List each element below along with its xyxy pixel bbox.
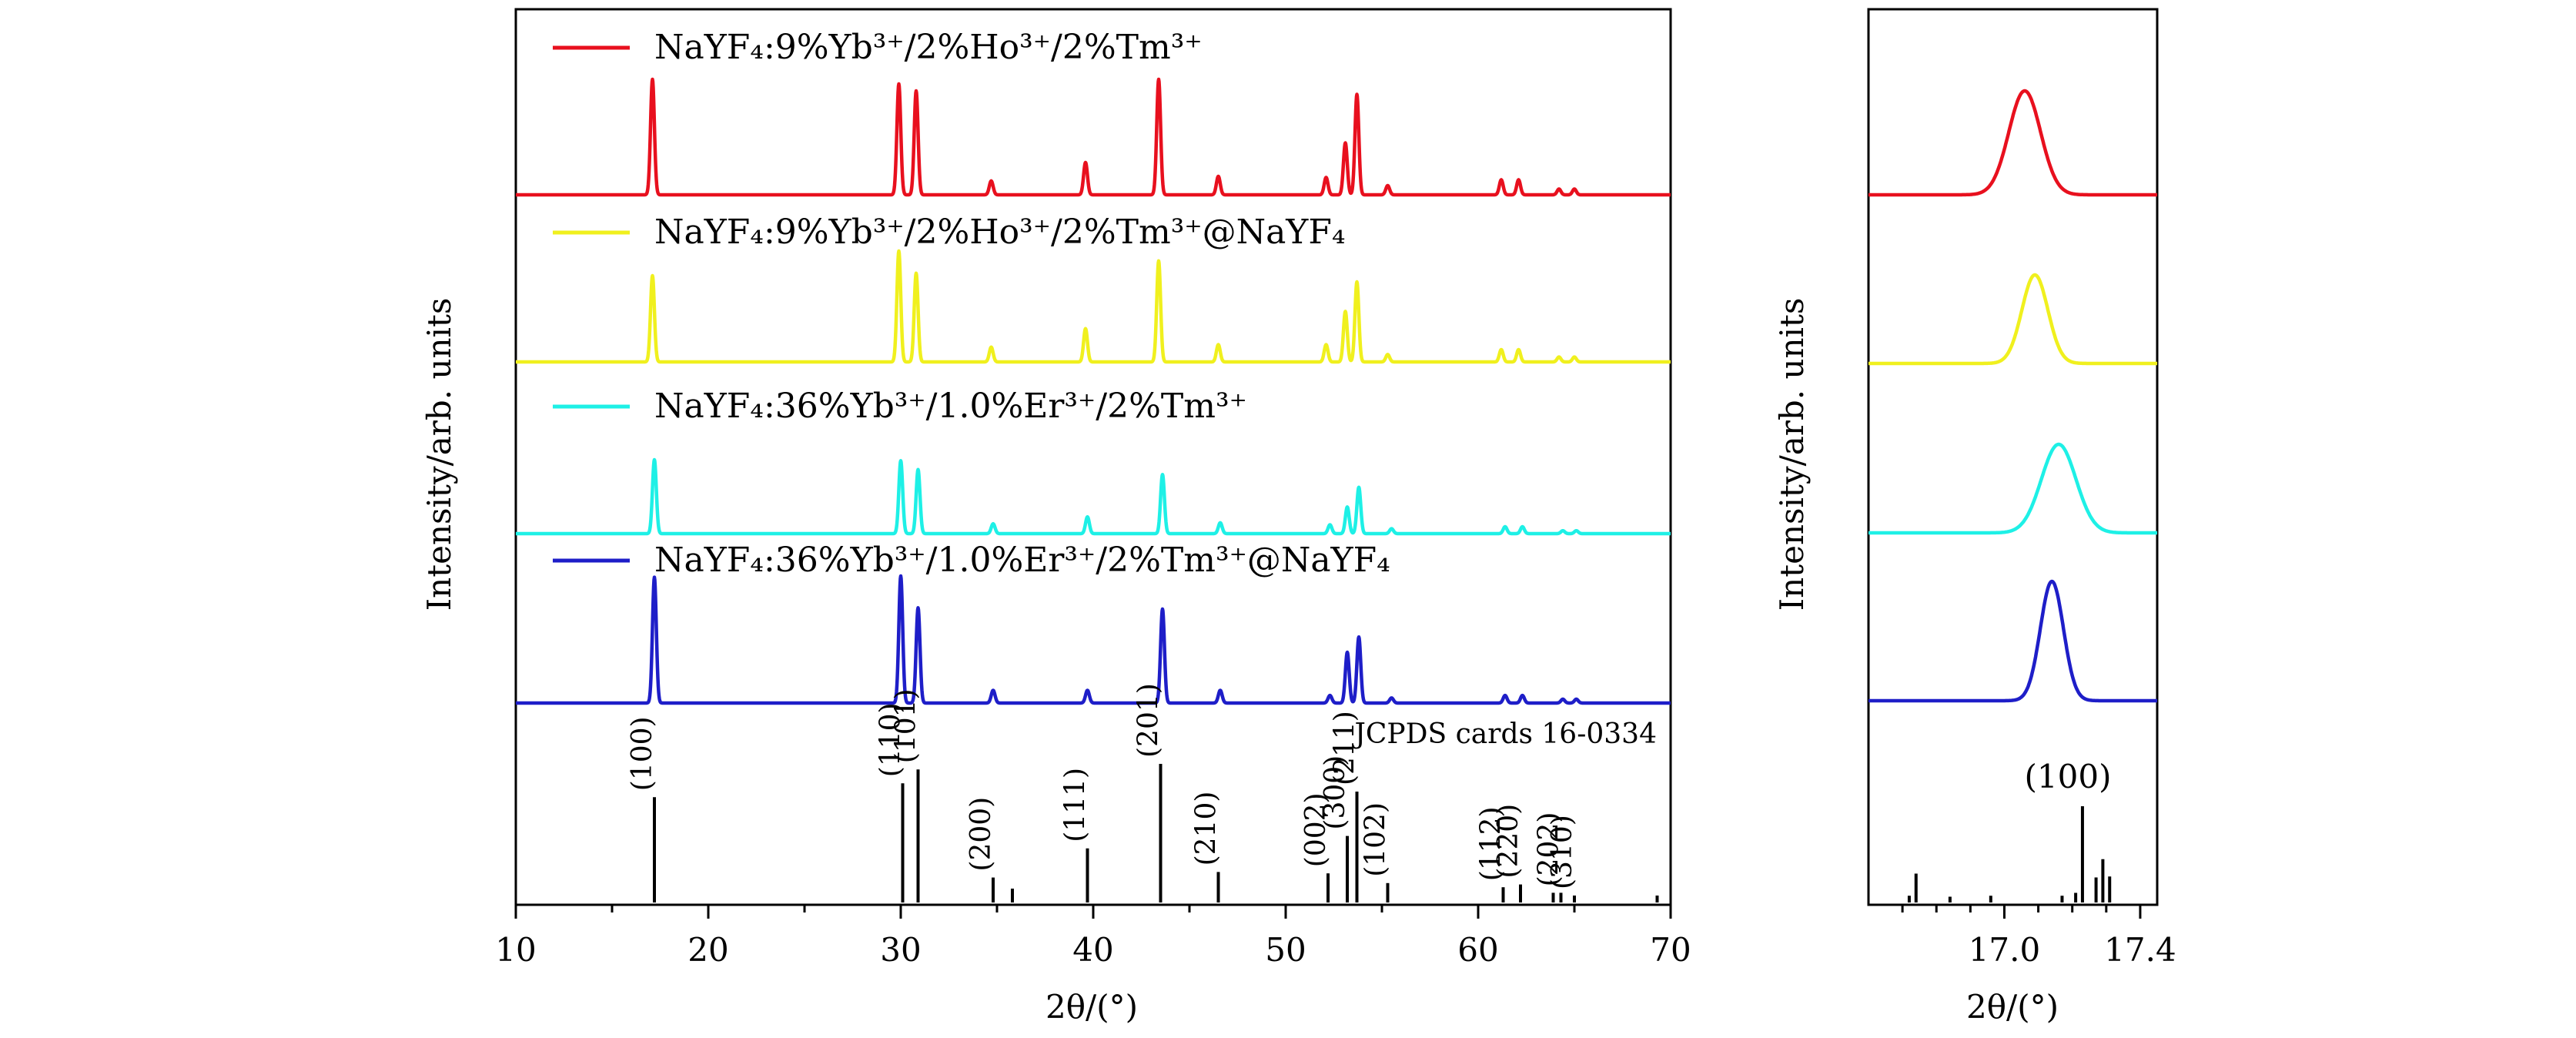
ref-hkl-label-16: (202) [1534,812,1565,887]
inset-trace-4 [1867,579,2159,703]
x-tick-label-2: 20 [687,931,728,969]
inset-trace-2 [1867,273,2159,366]
xrd-trace-4 [514,574,1672,705]
inset-xrd-panel: 17.0 17.4 (100) 2θ/(°) Intensity/arb. uni… [1773,8,2176,1026]
main-reference-pattern: (100) (110)(101) (200) (111) (201) (210) (002)… [627,683,1659,902]
inset-trace-1 [1867,89,2159,197]
legend-label-3: NaYF₄:36%Yb³⁺/1.0%Er³⁺/2%Tm³⁺ [654,387,1247,426]
x-tick-label-5: 50 [1265,931,1306,969]
ref-hkl-label-4: (200) [965,797,997,872]
inset-x-axis-label-text: 2θ/(°) [1966,988,2059,1026]
ref-hkl-label-8: (210) [1191,792,1223,866]
inset-x-axis-label: 2θ/(°) [1966,988,2059,1026]
ref-hkl-label-7: (201) [1133,683,1165,758]
x-tick-label-1: 10 [495,931,536,969]
x-tick-label-6: 60 [1457,931,1498,969]
inset-x-tick-label-1: 17.0 [1969,931,2041,969]
legend-label-4: NaYF₄:36%Yb³⁺/1.0%Er³⁺/2%Tm³⁺@NaYF₄ [654,541,1390,580]
ref-hkl-label-10: (300) [1320,755,1351,830]
main-x-axis-label: 2θ/(°) [1045,988,1138,1026]
ref-hkl-label-6: (111) [1060,768,1092,842]
x-tick-label-7: 70 [1650,931,1691,969]
inset-y-axis-label: Intensity/arb. units [1773,298,1811,611]
main-traces [514,77,1672,705]
xrd-trace-3 [514,457,1672,536]
xrd-trace-1 [514,77,1672,197]
inset-trace-3 [1867,442,2159,535]
ref-hkl-label-2: (110) [875,702,907,777]
ref-hkl-label-3: (101) [891,688,922,763]
main-x-axis: 10 20 30 40 50 60 70 [495,905,1691,969]
main-y-axis-label: Intensity/arb. units [420,298,458,611]
inset-reference-pattern [1907,806,2112,902]
legend-label-2: NaYF₄:9%Yb³⁺/2%Ho³⁺/2%Tm³⁺@NaYF₄ [654,213,1346,252]
ref-hkl-label-11: (211) [1330,711,1361,785]
ref-hkl-label-12: (102) [1360,802,1392,877]
inset-traces [1867,89,2159,703]
x-tick-label-3: 30 [880,931,921,969]
inset-ref-label: (100) [2025,758,2112,795]
main-plot-frame [514,8,1672,906]
ref-hkl-label-13: (112) [1476,806,1507,881]
inset-x-tick-label-2: 17.4 [2104,931,2176,969]
ref-hkl-label-14: (220) [1493,804,1524,879]
ref-hkl-label-1: (100) [627,716,658,791]
x-tick-label-4: 40 [1072,931,1113,969]
main-legend: NaYF₄:9%Yb³⁺/2%Ho³⁺/2%Tm³⁺ NaYF₄:9%Yb³⁺/2… [553,28,1390,580]
inset-plot-frame [1867,8,2159,906]
inset-x-axis: 17.0 17.4 [1901,905,2176,969]
legend-label-1: NaYF₄:9%Yb³⁺/2%Ho³⁺/2%Tm³⁺ [654,28,1203,67]
main-xrd-panel: NaYF₄:9%Yb³⁺/2%Ho³⁺/2%Tm³⁺ NaYF₄:9%Yb³⁺/2… [420,8,1691,1026]
ref-hkl-label-9: (002) [1300,792,1332,867]
ref-hkl-label-17: (310) [1547,815,1578,889]
main-ref-label: JCPDS cards 16-0334 [1351,718,1657,750]
main-x-axis-label-text: 2θ/(°) [1045,988,1138,1026]
xrd-trace-2 [514,249,1672,364]
